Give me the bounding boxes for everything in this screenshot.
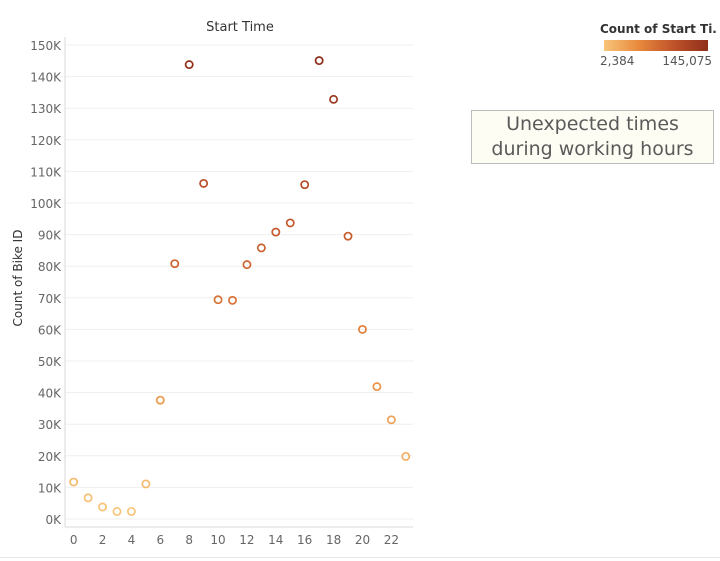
x-axis: 0 2 4 6 8 10 12 14 16 18 20 22 [65,526,413,547]
y-tick-label: 100K [30,197,62,211]
data-point [242,260,252,270]
y-tick-label: 60K [38,323,62,337]
y-axis: 0K 10K 20K 30K 40K 50K 60K 70K 80K 90K 100K 110K 120… [30,37,66,527]
data-point [343,231,353,241]
x-tick-label: 6 [156,533,164,547]
y-tick-label: 0K [45,513,62,527]
annotation-box: Unexpected times during working hours [471,110,714,164]
y-tick-label: 40K [38,387,62,401]
data-point [213,295,223,305]
y-tick-label: 110K [30,165,62,179]
data-point [69,477,79,487]
data-point [401,451,411,461]
data-point [155,395,165,405]
legend-title: Count of Start Ti.. [600,22,716,36]
data-point [170,259,180,269]
chart-title: Start Time [206,20,274,35]
legend-color-ramp [604,40,708,51]
data-point [141,479,151,489]
y-tick-label: 80K [38,260,62,274]
y-tick-label: 130K [30,102,62,116]
y-axis-label: Count of Bike ID [11,230,25,327]
x-tick-label: 4 [128,533,136,547]
data-point [199,178,209,188]
y-tick-label: 90K [38,229,62,243]
y-tick-label: 10K [38,481,62,495]
x-tick-label: 0 [70,533,78,547]
x-tick-label: 12 [239,533,254,547]
data-point [271,227,281,237]
data-point [386,415,396,425]
data-point [184,60,194,70]
data-point [228,295,237,305]
x-tick-label: 22 [384,533,399,547]
data-point [358,324,367,334]
y-tick-label: 30K [38,418,62,432]
color-legend: Count of Start Ti.. 2,384 145,075 [600,22,716,68]
bottom-divider [0,557,720,558]
x-tick-label: 2 [99,533,107,547]
legend-min-label: 2,384 [600,54,635,68]
x-tick-label: 16 [297,533,312,547]
data-point [300,180,310,190]
data-point [126,506,136,516]
data-point [285,218,295,228]
x-tick-label: 14 [268,533,283,547]
x-tick-label: 20 [355,533,370,547]
y-tick-label: 150K [30,39,62,53]
data-point [98,502,107,512]
y-tick-label: 120K [30,134,62,148]
x-tick-label: 18 [326,533,341,547]
legend-max-label: 145,075 [662,54,712,68]
grid-lines [65,44,413,520]
data-point [256,243,266,253]
data-point [314,56,324,66]
x-tick-label: 10 [210,533,225,547]
x-tick-label: 8 [185,533,193,547]
y-tick-label: 20K [38,450,62,464]
data-point [112,507,122,516]
data-point [83,493,93,503]
data-point [329,94,339,104]
data-point [372,382,382,392]
data-points [69,56,411,516]
y-tick-label: 140K [30,71,62,85]
y-tick-label: 70K [38,292,62,306]
y-tick-label: 50K [38,355,62,369]
annotation-text: Unexpected times during working hours [491,113,694,160]
